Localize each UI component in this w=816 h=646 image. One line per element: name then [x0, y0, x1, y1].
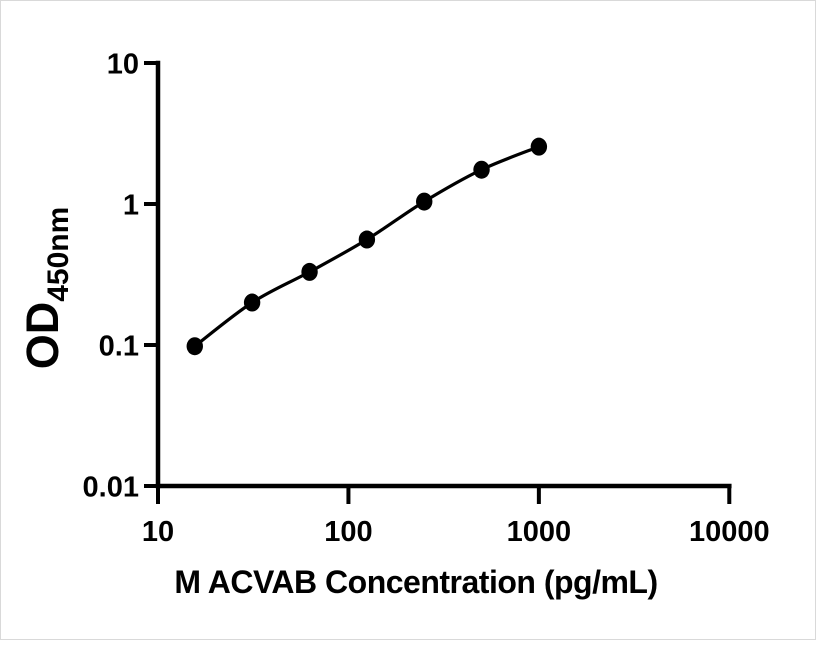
x-axis-title: M ACVAB Concentration (pg/mL) — [174, 564, 657, 600]
y-tick-label: 0.1 — [99, 331, 139, 363]
data-point — [243, 293, 261, 312]
tick-layer — [144, 61, 732, 504]
data-point — [530, 137, 548, 156]
x-tick-label: 100 — [324, 516, 372, 548]
data-point — [358, 230, 376, 249]
data-point — [473, 160, 490, 179]
data-point — [301, 262, 318, 281]
axes-layer — [155, 60, 732, 489]
tick-label-layer: 10 100 1000 10000 10 1 0.1 0.01 — [83, 49, 770, 549]
y-tick-label: 1 — [123, 190, 139, 222]
data-point-layer — [186, 137, 548, 356]
y-axis-title: OD450nm — [17, 207, 75, 370]
x-tick-label: 10 — [142, 516, 174, 548]
y-tick-label: 0.01 — [83, 472, 139, 504]
x-tick-label: 10000 — [689, 516, 770, 548]
data-point — [186, 337, 203, 356]
x-tick-label: 1000 — [507, 516, 572, 548]
y-tick-label: 10 — [107, 49, 139, 81]
y-axis-title-main: OD — [17, 302, 68, 370]
data-point — [416, 192, 433, 211]
y-axis-title-subscript: 450nm — [42, 207, 75, 302]
